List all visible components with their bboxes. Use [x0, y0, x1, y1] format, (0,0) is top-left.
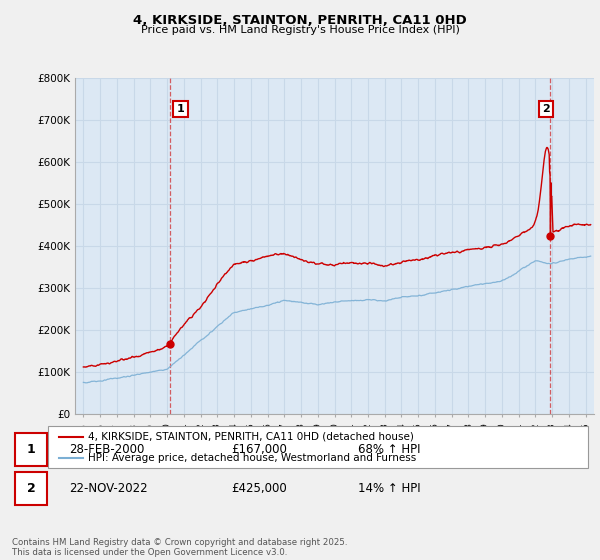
Text: £425,000: £425,000: [231, 482, 287, 495]
Text: 4, KIRKSIDE, STAINTON, PENRITH, CA11 0HD: 4, KIRKSIDE, STAINTON, PENRITH, CA11 0HD: [133, 14, 467, 27]
Text: £167,000: £167,000: [231, 443, 287, 456]
FancyBboxPatch shape: [15, 472, 47, 505]
Text: 68% ↑ HPI: 68% ↑ HPI: [358, 443, 420, 456]
Text: 22-NOV-2022: 22-NOV-2022: [70, 482, 148, 495]
Text: 2: 2: [542, 104, 550, 114]
Text: 1: 1: [26, 443, 35, 456]
Text: 4, KIRKSIDE, STAINTON, PENRITH, CA11 0HD (detached house): 4, KIRKSIDE, STAINTON, PENRITH, CA11 0HD…: [89, 432, 415, 442]
Text: 1: 1: [176, 104, 184, 114]
Text: Price paid vs. HM Land Registry's House Price Index (HPI): Price paid vs. HM Land Registry's House …: [140, 25, 460, 35]
Text: 2: 2: [26, 482, 35, 495]
Text: HPI: Average price, detached house, Westmorland and Furness: HPI: Average price, detached house, West…: [89, 453, 417, 463]
FancyBboxPatch shape: [48, 426, 588, 468]
Text: Contains HM Land Registry data © Crown copyright and database right 2025.
This d: Contains HM Land Registry data © Crown c…: [12, 538, 347, 557]
FancyBboxPatch shape: [15, 433, 47, 466]
Text: 14% ↑ HPI: 14% ↑ HPI: [358, 482, 420, 495]
Text: 28-FEB-2000: 28-FEB-2000: [70, 443, 145, 456]
